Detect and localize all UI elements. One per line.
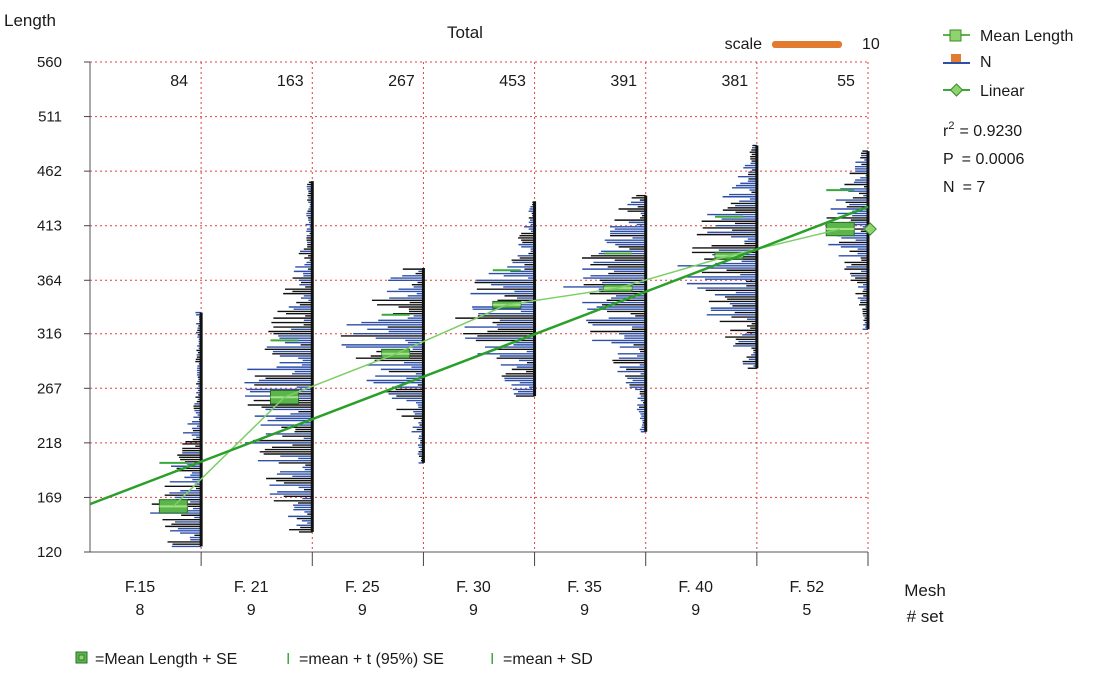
set-label: 9 (358, 602, 367, 619)
n-label: 84 (170, 73, 188, 90)
mesh-label: F. 52 (790, 579, 825, 596)
footer-sd-icon: I (490, 651, 494, 668)
legend-linear-icon (949, 83, 964, 97)
x-axis-subtitle: # set (907, 607, 944, 626)
set-label: 8 (136, 602, 145, 619)
footer-se-label: =Mean Length + SE (95, 651, 237, 668)
n-label: 55 (837, 73, 855, 90)
legend-mean-label: Mean Length (980, 28, 1073, 45)
svg-text:P= 0.0006: P = 0.0006 (943, 151, 1025, 168)
scale-indicator: scale 10 (725, 36, 880, 53)
stat-n-value: = 7 (963, 179, 986, 196)
stats-block: r2 = 0.9230 P = 0.0006 N = 7 (943, 120, 1025, 196)
mesh-label: F.15 (125, 579, 155, 596)
y-axis-title: Length (4, 11, 56, 30)
scale-bar (772, 41, 842, 48)
mesh-label: F. 30 (456, 579, 491, 596)
legend: Mean Length N Linear (943, 28, 1073, 100)
stat-r2-label: r (943, 123, 949, 140)
linear-fit-line (89, 205, 869, 506)
legend-mean-icon (949, 29, 962, 42)
y-tick-label: 169 (37, 489, 62, 506)
scale-value: 10 (862, 36, 880, 53)
y-tick-label: 413 (37, 218, 62, 235)
n-label: 381 (722, 73, 749, 90)
y-tick-label: 511 (38, 109, 62, 126)
set-label: 9 (247, 602, 256, 619)
legend-n-icon (951, 54, 961, 63)
set-label: 9 (580, 602, 589, 619)
legend-n-label: N (980, 54, 992, 71)
y-tick-label: 316 (37, 326, 62, 343)
linear-diamond-marker (863, 222, 877, 236)
n-label: 163 (277, 73, 304, 90)
y-tick-label: 560 (37, 54, 62, 71)
svg-text:N= 7: N = 7 (943, 179, 985, 196)
mesh-label: F. 25 (345, 579, 380, 596)
stat-r2-sup: 2 (948, 120, 954, 132)
y-tick-label: 120 (37, 544, 62, 561)
stat-n-label: N (943, 179, 955, 196)
y-tick-label: 218 (37, 435, 62, 452)
stat-r2-value: = 0.9230 (959, 123, 1022, 140)
mesh-label: F. 21 (234, 579, 269, 596)
n-label: 391 (610, 73, 637, 90)
y-tick-label: 267 (37, 380, 62, 397)
svg-text:r2= 0.9230: r2 = 0.9230 (943, 120, 1022, 140)
y-tick-label: 364 (37, 272, 62, 289)
axis-labels: 560 511 462 413 364 316 267 218 169 120 84 F.15 8 163… (37, 54, 855, 619)
mesh-label: F. 35 (567, 579, 602, 596)
y-tick-label: 462 (37, 163, 62, 180)
footer-t-se-label: =mean + t (95%) SE (299, 651, 444, 668)
legend-linear-label: Linear (980, 83, 1025, 100)
footer-t-se-icon: I (286, 651, 290, 668)
set-label: 5 (802, 602, 811, 619)
chart-title: Total (447, 23, 483, 42)
mean-markers (89, 189, 877, 514)
stat-p-label: P (943, 151, 954, 168)
mesh-label: F. 40 (678, 579, 713, 596)
footer-legend: =Mean Length + SE I =mean + t (95%) SE I… (75, 651, 593, 668)
n-label: 267 (388, 73, 415, 90)
x-axis-title: Mesh (904, 581, 946, 600)
n-label: 453 (499, 73, 526, 90)
set-label: 9 (691, 602, 700, 619)
set-label: 9 (469, 602, 478, 619)
footer-sd-label: =mean + SD (503, 651, 593, 668)
mean-connector (172, 228, 841, 507)
length-distributions (150, 144, 870, 548)
scale-label: scale (725, 36, 762, 53)
stat-p-value: = 0.0006 (962, 151, 1025, 168)
